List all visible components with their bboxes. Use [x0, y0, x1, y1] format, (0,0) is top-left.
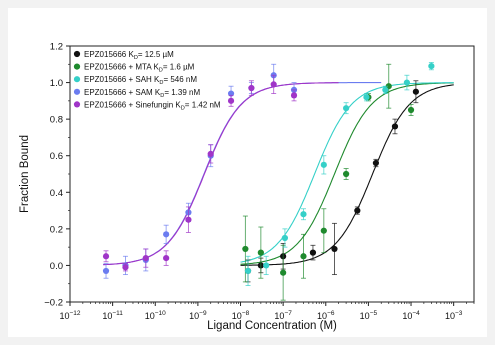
- data-point-0-6: [372, 159, 380, 167]
- x-tick-label: 10−4: [402, 310, 420, 321]
- x-tick-label: 10−12: [59, 310, 80, 321]
- y-tick-label: 1.0: [50, 78, 63, 89]
- data-point-2-8: [403, 79, 411, 86]
- data-point-2-4: [320, 161, 327, 168]
- data-point-0-4: [331, 245, 338, 253]
- legend-marker-2: [73, 76, 81, 83]
- data-point-2-9: [428, 63, 435, 70]
- fit-curve-3: [103, 82, 382, 266]
- data-point-1-3: [300, 253, 307, 260]
- y-tick-label: −0.2: [44, 298, 63, 309]
- data-point-3-0: [102, 267, 110, 275]
- data-point-3-3: [163, 231, 170, 238]
- data-point-2-0: [244, 267, 252, 275]
- y-axis-label: Fraction Bound: [19, 135, 31, 213]
- legend-label-1: EPZ015666 + MTA KD= 1.6 µM: [84, 63, 195, 74]
- data-point-0-3: [309, 249, 317, 256]
- x-tick-label: 10−3: [445, 310, 463, 321]
- y-tick-label: 0.6: [50, 151, 63, 162]
- legend-label-2: EPZ015666 + SAH KD= 546 nM: [84, 75, 197, 86]
- legend-label-4: EPZ015666 + Sinefungin KD= 1.42 nM: [84, 100, 221, 111]
- data-point-1-1: [257, 249, 264, 256]
- data-point-0-5: [354, 207, 361, 214]
- y-tick-label: 0.4: [50, 188, 63, 199]
- y-tick-label: 0.8: [50, 115, 63, 126]
- data-point-4-3: [163, 255, 170, 262]
- data-point-4-6: [227, 97, 235, 104]
- fit-curve-0: [240, 84, 454, 266]
- data-point-1-4: [320, 227, 327, 234]
- data-point-2-5: [343, 105, 350, 112]
- legend-marker-3: [73, 88, 81, 95]
- y-tick-label: 1.2: [50, 42, 63, 53]
- data-point-4-1: [122, 264, 129, 271]
- x-tick-label: 10−8: [232, 310, 250, 321]
- x-tick-label: 10−5: [360, 310, 378, 321]
- data-point-4-2: [142, 255, 149, 262]
- x-axis-label: Ligand Concentration (M): [207, 320, 337, 332]
- data-point-1-5: [343, 170, 350, 178]
- data-point-2-2: [281, 234, 289, 242]
- chart-panel: 10−12 10−11 10−10 10−9 10−8 10−7 10−6 10−5 10−4 1…: [8, 8, 487, 337]
- data-point-4-9: [290, 92, 298, 99]
- y-tick-label: 0.0: [50, 261, 63, 272]
- legend-label-3: EPZ015666 + SAM KD= 1.39 nM: [84, 88, 200, 99]
- x-tick-label: 10−7: [274, 310, 292, 321]
- fit-curve-4: [103, 82, 339, 266]
- binding-curve-chart: 10−12 10−11 10−10 10−9 10−8 10−7 10−6 10−5 10−4 1…: [19, 42, 475, 332]
- data-point-1-8: [407, 106, 415, 114]
- data-point-4-4: [185, 216, 192, 223]
- y-tick-label: 0.2: [50, 224, 63, 235]
- legend-label-0: EPZ015666 KD= 12.5 µM: [84, 50, 174, 61]
- x-tick-label: 10−6: [317, 310, 335, 321]
- x-tick-label: 10−9: [189, 310, 207, 321]
- data-point-1-2: [280, 269, 287, 276]
- data-point-2-6: [363, 94, 370, 101]
- data-point-4-7: [248, 84, 255, 92]
- data-point-2-7: [382, 86, 389, 93]
- data-point-1-0: [242, 245, 249, 253]
- data-point-4-0: [102, 253, 110, 260]
- data-point-0-7: [391, 123, 399, 130]
- data-point-2-3: [300, 211, 307, 218]
- data-point-4-5: [207, 150, 214, 157]
- legend-marker-4: [73, 101, 81, 108]
- data-point-0-8: [412, 88, 419, 95]
- data-point-4-8: [270, 81, 277, 88]
- legend-marker-1: [73, 63, 81, 70]
- data-point-2-1: [263, 262, 270, 269]
- legend-marker-0: [73, 50, 81, 58]
- x-tick-label: 10−11: [102, 310, 123, 321]
- x-tick-label: 10−10: [145, 310, 166, 321]
- fit-curve-1: [240, 82, 454, 265]
